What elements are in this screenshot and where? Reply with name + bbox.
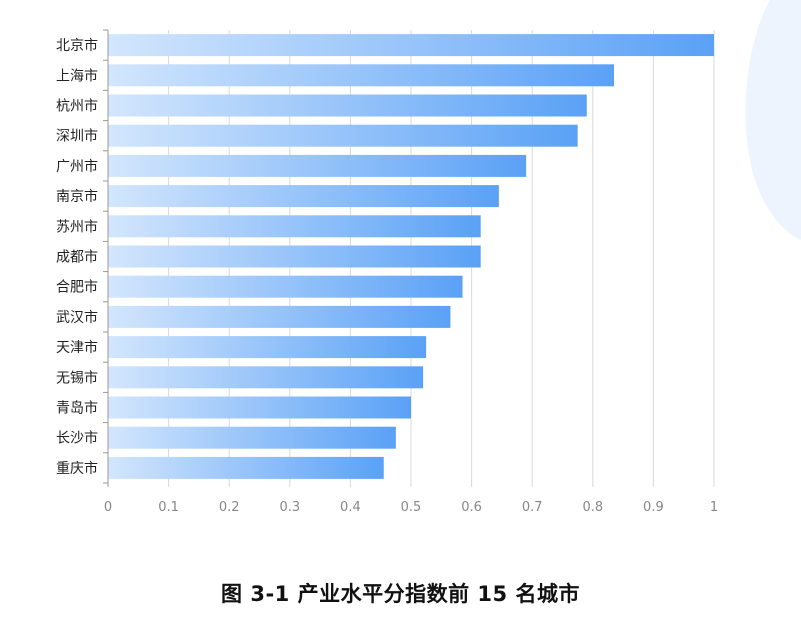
y-axis <box>103 29 109 487</box>
bar <box>108 336 427 359</box>
category-label: 重庆市 <box>56 460 98 477</box>
category-label: 天津市 <box>56 339 98 356</box>
category-label: 青岛市 <box>56 400 98 417</box>
x-tick-label: 0.2 <box>219 500 240 515</box>
x-tick-label: 0.9 <box>643 500 664 515</box>
category-label: 北京市 <box>56 37 98 54</box>
x-tick-label: 0 <box>104 500 112 515</box>
bar-chart: 北京市上海市杭州市深圳市广州市南京市苏州市成都市合肥市武汉市天津市无锡市青岛市长… <box>56 29 718 515</box>
category-label: 深圳市 <box>56 128 98 145</box>
category-label: 苏州市 <box>56 218 98 235</box>
x-tick-label: 0.6 <box>461 500 482 515</box>
bar <box>108 396 411 419</box>
bar <box>108 456 384 479</box>
bar <box>108 245 481 268</box>
bar <box>108 305 451 328</box>
x-tick-labels: 0 0.1 0.2 0.3 0.4 0.5 0.6 0.7 0.8 0.9 1 <box>104 500 718 515</box>
x-tick-label: 1 <box>710 500 718 515</box>
figure-caption: 图 3-1 产业水平分指数前 15 名城市 <box>221 582 580 606</box>
category-label: 上海市 <box>56 67 98 84</box>
category-labels: 北京市上海市杭州市深圳市广州市南京市苏州市成都市合肥市武汉市天津市无锡市青岛市长… <box>56 37 98 477</box>
bar <box>108 124 578 147</box>
category-label: 合肥市 <box>56 279 98 296</box>
bar <box>108 34 714 57</box>
bar <box>108 64 615 87</box>
x-tick-label: 0.4 <box>340 500 361 515</box>
x-tick-label: 0.5 <box>401 500 422 515</box>
bar <box>108 426 396 449</box>
x-tick-label: 0.1 <box>158 500 179 515</box>
x-tick-label: 0.7 <box>522 500 543 515</box>
category-label: 广州市 <box>56 158 98 175</box>
bar <box>108 366 424 389</box>
bar <box>108 154 527 177</box>
x-tick-label: 0.8 <box>582 500 603 515</box>
bar <box>108 185 499 208</box>
category-label: 杭州市 <box>56 98 98 115</box>
category-label: 武汉市 <box>56 309 98 326</box>
bar <box>108 215 481 238</box>
category-label: 成都市 <box>56 249 98 266</box>
bar <box>108 94 587 117</box>
category-label: 南京市 <box>56 188 98 205</box>
bars <box>108 34 714 479</box>
category-label: 长沙市 <box>56 430 98 447</box>
bar <box>108 275 463 298</box>
x-tick-label: 0.3 <box>279 500 300 515</box>
category-label: 无锡市 <box>56 369 98 386</box>
